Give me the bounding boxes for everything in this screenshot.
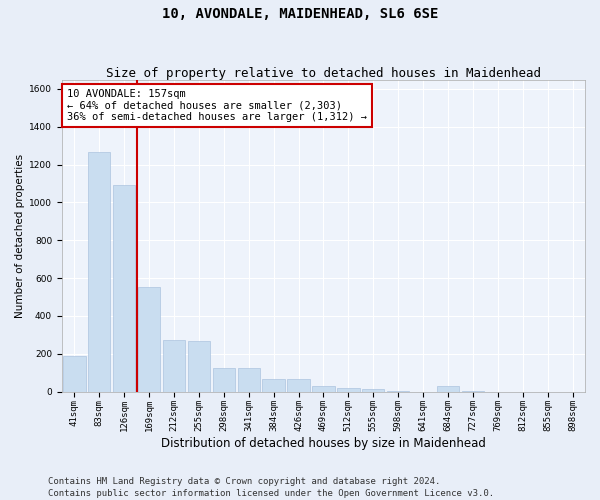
X-axis label: Distribution of detached houses by size in Maidenhead: Distribution of detached houses by size … bbox=[161, 437, 486, 450]
Bar bbox=[238, 368, 260, 392]
Bar bbox=[212, 368, 235, 392]
Bar bbox=[163, 340, 185, 392]
Bar bbox=[88, 152, 110, 392]
Bar bbox=[262, 380, 285, 392]
Y-axis label: Number of detached properties: Number of detached properties bbox=[15, 154, 25, 318]
Bar bbox=[337, 388, 359, 392]
Text: Contains HM Land Registry data © Crown copyright and database right 2024.
Contai: Contains HM Land Registry data © Crown c… bbox=[48, 476, 494, 498]
Bar bbox=[113, 186, 136, 392]
Bar bbox=[188, 342, 210, 392]
Bar bbox=[63, 356, 86, 392]
Bar bbox=[312, 386, 335, 392]
Bar bbox=[287, 380, 310, 392]
Bar bbox=[138, 286, 160, 392]
Bar bbox=[437, 386, 459, 392]
Bar bbox=[387, 390, 409, 392]
Bar bbox=[362, 388, 385, 392]
Title: Size of property relative to detached houses in Maidenhead: Size of property relative to detached ho… bbox=[106, 66, 541, 80]
Text: 10 AVONDALE: 157sqm
← 64% of detached houses are smaller (2,303)
36% of semi-det: 10 AVONDALE: 157sqm ← 64% of detached ho… bbox=[67, 89, 367, 122]
Text: 10, AVONDALE, MAIDENHEAD, SL6 6SE: 10, AVONDALE, MAIDENHEAD, SL6 6SE bbox=[162, 8, 438, 22]
Bar bbox=[461, 390, 484, 392]
